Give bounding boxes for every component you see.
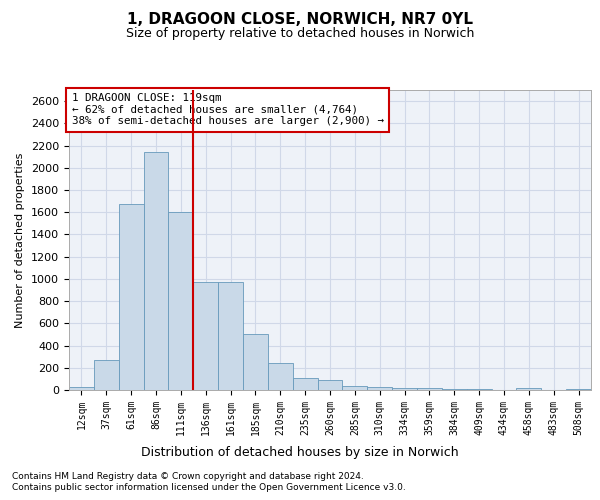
Text: Distribution of detached houses by size in Norwich: Distribution of detached houses by size … — [141, 446, 459, 459]
Text: Contains HM Land Registry data © Crown copyright and database right 2024.: Contains HM Land Registry data © Crown c… — [12, 472, 364, 481]
Bar — [268, 363, 293, 390]
Bar — [517, 388, 541, 390]
Bar — [343, 386, 367, 390]
Bar — [317, 380, 343, 390]
Bar — [94, 360, 119, 390]
Bar — [169, 212, 193, 390]
Text: Size of property relative to detached houses in Norwich: Size of property relative to detached ho… — [126, 28, 474, 40]
Text: 1 DRAGOON CLOSE: 119sqm
← 62% of detached houses are smaller (4,764)
38% of semi: 1 DRAGOON CLOSE: 119sqm ← 62% of detache… — [71, 93, 383, 126]
Bar — [293, 378, 317, 390]
Bar — [218, 282, 243, 390]
Bar — [417, 388, 442, 390]
Bar — [193, 282, 218, 390]
Text: 1, DRAGOON CLOSE, NORWICH, NR7 0YL: 1, DRAGOON CLOSE, NORWICH, NR7 0YL — [127, 12, 473, 28]
Bar — [367, 386, 392, 390]
Bar — [119, 204, 143, 390]
Bar — [392, 388, 417, 390]
Y-axis label: Number of detached properties: Number of detached properties — [16, 152, 25, 328]
Bar — [243, 334, 268, 390]
Text: Contains public sector information licensed under the Open Government Licence v3: Contains public sector information licen… — [12, 484, 406, 492]
Bar — [143, 152, 169, 390]
Bar — [69, 387, 94, 390]
